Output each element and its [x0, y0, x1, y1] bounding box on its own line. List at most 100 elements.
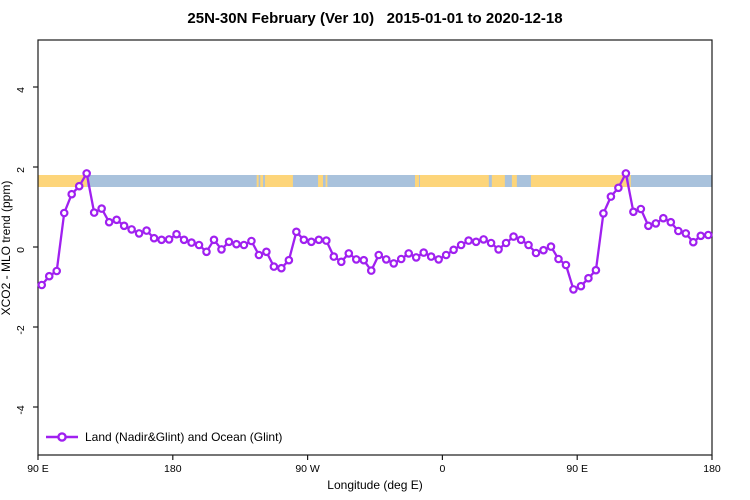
data-point [336, 257, 346, 267]
data-point [419, 248, 428, 257]
data-point [464, 236, 473, 245]
data-point [59, 208, 69, 218]
data-point [104, 217, 114, 227]
data-point [44, 271, 54, 281]
data-point [531, 248, 541, 258]
x-tick-label: 0 [439, 463, 445, 475]
data-point [314, 235, 324, 245]
data-point [157, 235, 166, 245]
data-point [644, 221, 653, 231]
y-tick-label: -2 [15, 325, 27, 334]
data-point [37, 280, 47, 290]
data-point [486, 238, 496, 248]
data-point [292, 227, 301, 237]
data-point [561, 260, 571, 270]
y-axis-title: XCO2 - MLO trend (ppm) [0, 180, 13, 316]
data-point [179, 235, 189, 245]
data-point [127, 225, 136, 234]
y-tick-label: 0 [15, 247, 27, 253]
data-point [509, 232, 518, 241]
data-point [89, 208, 99, 217]
data-point [209, 235, 219, 245]
x-tick-label: 90 E [27, 463, 49, 475]
x-tick-label: 90 E [566, 463, 588, 475]
data-point [269, 262, 279, 271]
data-point [651, 219, 661, 228]
data-point [659, 213, 668, 223]
land-band-segment [318, 175, 324, 187]
data-point [696, 231, 706, 241]
x-axis-title: Longitude (deg E) [327, 478, 423, 492]
land-band-segment [491, 175, 505, 187]
data-point [359, 255, 369, 265]
data-point [217, 245, 226, 254]
data-point [516, 235, 526, 245]
data-point [262, 247, 271, 257]
data-point [539, 245, 548, 255]
data-point [426, 252, 436, 261]
data-point [52, 266, 62, 276]
data-point [584, 273, 593, 283]
data-point [703, 230, 713, 240]
data-point [389, 259, 399, 268]
x-tick-label: 180 [164, 463, 182, 475]
chart-title: 25N-30N February (Ver 10) 2015-01-01 to … [187, 10, 563, 27]
x-tick-label: 90 W [295, 463, 320, 475]
data-point [599, 209, 608, 218]
data-point [666, 217, 676, 227]
data-point [614, 183, 623, 193]
data-point [299, 235, 309, 245]
data-point [351, 255, 361, 264]
land-band-segment [260, 175, 264, 187]
legend-marker-icon [57, 432, 67, 442]
data-point [621, 169, 631, 178]
data-point [688, 237, 698, 247]
y-tick-label: 4 [15, 87, 27, 93]
y-tick-label: -4 [15, 405, 27, 414]
land-band-segment [511, 175, 517, 187]
land-band-segment [38, 175, 87, 187]
data-point [681, 229, 691, 238]
data-point [673, 226, 683, 236]
land-band-segment [629, 175, 631, 187]
land-band-segment [530, 175, 629, 187]
data-point [554, 254, 563, 264]
data-point [254, 250, 264, 260]
data-point [546, 242, 556, 251]
data-point [366, 266, 376, 275]
data-point [202, 247, 211, 257]
data-point [149, 233, 159, 243]
data-point [411, 253, 421, 262]
data-point [247, 236, 256, 246]
data-point [172, 229, 181, 239]
x-tick-label: 180 [703, 463, 721, 475]
data-point [67, 189, 77, 199]
data-point [142, 226, 151, 235]
data-point [456, 240, 466, 250]
data-point [284, 255, 294, 265]
data-point [344, 249, 354, 258]
data-point [569, 285, 578, 294]
data-point [404, 249, 414, 258]
data-point [449, 245, 458, 255]
land-band-segment [256, 175, 259, 187]
data-point [277, 263, 286, 273]
data-point [164, 235, 174, 244]
data-point [524, 240, 533, 250]
data-point [494, 245, 503, 254]
land-band-segment [264, 175, 293, 187]
data-point [591, 265, 601, 275]
data-point [381, 255, 391, 264]
data-point [112, 215, 121, 225]
y-tick-label: 2 [15, 167, 27, 173]
land-band-segment [325, 175, 328, 187]
data-point [441, 250, 451, 260]
data-point [97, 204, 106, 213]
legend-label: Land (Nadir&Glint) and Ocean (Glint) [85, 430, 283, 444]
data-point [322, 236, 331, 245]
data-point [501, 238, 511, 248]
data-point [82, 169, 91, 178]
data-point [74, 181, 84, 191]
